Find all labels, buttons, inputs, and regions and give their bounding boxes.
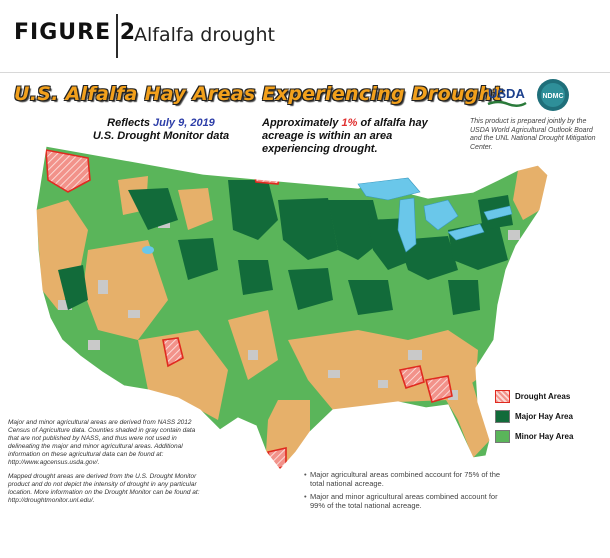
note-drought-monitor: Mapped drought areas are derived from th… — [8, 473, 200, 504]
figure-number: FIGURE 2 — [14, 20, 137, 45]
usda-logo: USDA — [486, 80, 528, 115]
approx-suffix: of alfalfa hay acreage is within an area… — [262, 117, 428, 155]
figure-title: Alfalfa drought — [134, 24, 275, 46]
legend-label: Minor Hay Area — [515, 431, 574, 441]
reflects-date: July 9, 2019 — [153, 117, 215, 129]
methodology-notes: Major and minor agricultural areas are d… — [8, 419, 204, 511]
legend-swatch-major — [495, 409, 510, 423]
legend-label: Major Hay Area — [515, 411, 573, 421]
map-title: U.S. Alfalfa Hay Areas Experiencing Drou… — [14, 83, 502, 105]
drought-area-pacific-northwest — [45, 149, 91, 193]
drought-area-georgia — [424, 375, 453, 404]
note-census: Major and minor agricultural areas are d… — [8, 419, 196, 466]
jointly-note: This product is prepared jointly by the … — [470, 118, 596, 151]
legend-swatch-minor — [495, 429, 510, 443]
lake-erie — [447, 223, 485, 241]
header-divider — [116, 14, 118, 58]
major-hay-areas — [58, 180, 513, 315]
legend-item-drought: Drought Areas — [495, 386, 573, 406]
usda-logo-text: USDA — [488, 86, 525, 101]
lake-superior — [357, 177, 421, 201]
acreage-note-text: Major agricultural areas combined accoun… — [310, 470, 501, 488]
ndmc-logo-text: NDMC — [543, 93, 564, 100]
map-legend: Drought Areas Major Hay Area Minor Hay A… — [495, 386, 573, 446]
figure-header: FIGURE 2 Alfalfa drought — [0, 0, 610, 73]
acreage-note-combined: • Major and minor agricultural areas comb… — [304, 492, 504, 510]
drought-area-southwest — [162, 337, 184, 368]
ndmc-logo: NDMC — [536, 78, 570, 117]
lake-huron — [423, 199, 459, 231]
acreage-note-major: • Major agricultural areas combined accou… — [304, 470, 504, 488]
reflects-prefix: Reflects — [107, 117, 150, 129]
drought-area-montana — [251, 169, 281, 185]
legend-swatch-drought — [495, 389, 510, 403]
legend-item-minor: Minor Hay Area — [495, 426, 573, 446]
approx-percent: 1% — [341, 117, 358, 129]
drought-area-alabama — [398, 365, 425, 390]
legend-item-major: Major Hay Area — [495, 406, 573, 426]
lake-ontario — [483, 205, 513, 221]
source-line: U.S. Drought Monitor data — [92, 130, 230, 142]
lake-michigan — [397, 197, 417, 253]
legend-label: Drought Areas — [515, 391, 571, 401]
acreage-note-text: Major and minor agricultural areas combi… — [310, 492, 498, 510]
great-salt-lake — [142, 246, 154, 254]
acreage-notes: • Major agricultural areas combined accou… — [304, 470, 504, 514]
approx-statement: Approximately 1% of alfalfa hay acreage … — [262, 117, 452, 156]
reflects-block: Reflects July 9, 2019 U.S. Drought Monit… — [86, 117, 236, 143]
approx-prefix: Approximately — [262, 117, 339, 129]
drought-area-carolinas — [493, 335, 519, 378]
us-drought-map — [28, 140, 568, 485]
great-lakes — [357, 177, 513, 253]
